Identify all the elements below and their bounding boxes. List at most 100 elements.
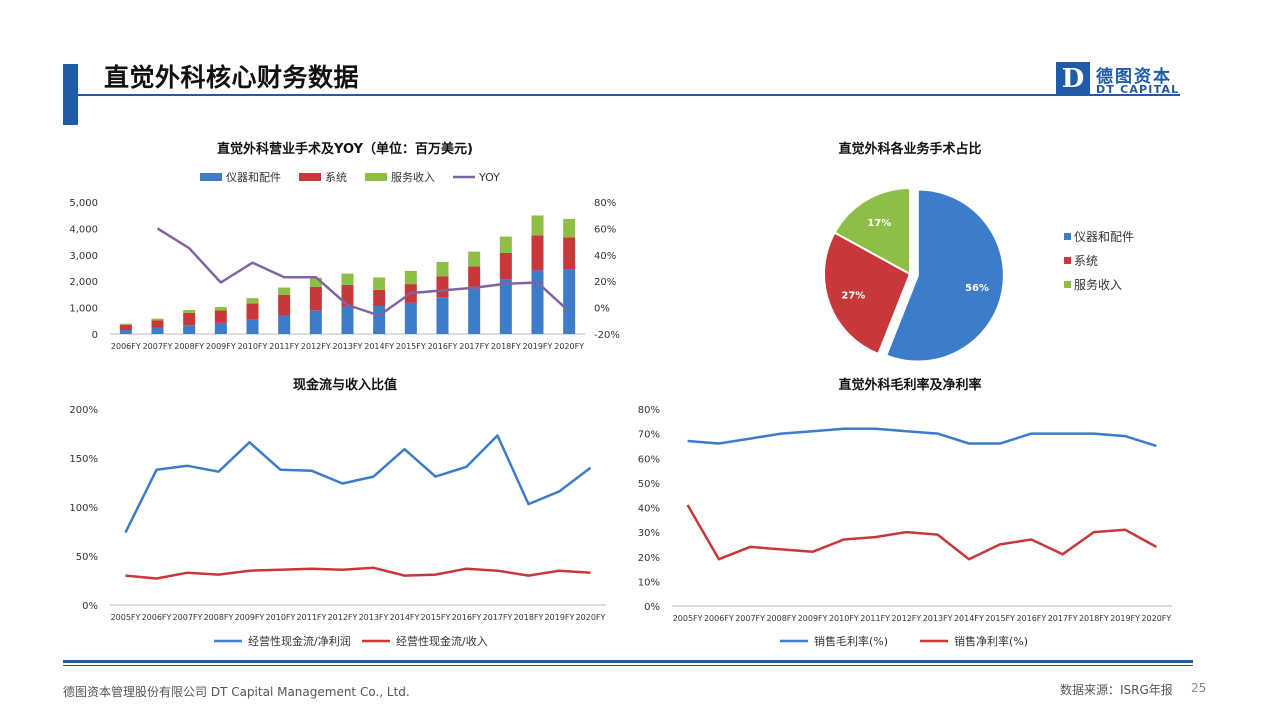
- bar-0: [499, 279, 512, 334]
- x-tick-label: 2016FY: [428, 342, 458, 351]
- x-tick-label: 2017FY: [459, 342, 489, 351]
- series-line-1: [125, 566, 591, 580]
- y2-tick-label: 0%: [594, 304, 610, 315]
- chart2-title: 直觉外科各业务手术占比: [838, 142, 982, 157]
- bar-1: [151, 320, 164, 328]
- y-tick-label: 5,000: [69, 198, 98, 209]
- x-tick-label: 2018FY: [491, 342, 521, 351]
- x-tick-label: 2011FY: [297, 613, 327, 622]
- x-tick-label: 2016FY: [1016, 614, 1046, 623]
- bar-2: [436, 261, 449, 277]
- bar-2: [119, 323, 132, 325]
- series-line-0: [124, 434, 592, 534]
- chart1-title: 直觉外科营业手术及YOY（单位：百万美元): [217, 142, 473, 157]
- bar-1: [531, 235, 544, 271]
- x-tick-label: 2008FY: [204, 613, 234, 622]
- logo-rule: [1040, 94, 1180, 96]
- y2-tick-label: 40%: [594, 251, 616, 262]
- pie-slice-2: [833, 186, 911, 276]
- bar-0: [531, 270, 544, 334]
- x-tick-label: 2017FY: [483, 613, 513, 622]
- x-tick-label: 2012FY: [328, 613, 358, 622]
- x-tick-label: 2018FY: [1079, 614, 1109, 623]
- legend-label-1: 销售净利率(%): [954, 634, 1028, 648]
- bar-1: [499, 252, 512, 280]
- x-tick-label: 2014FY: [390, 613, 420, 622]
- x-tick-label: 2007FY: [143, 342, 173, 351]
- bar-2: [563, 218, 576, 238]
- legend-swatch-0: [1064, 233, 1071, 240]
- legend-label-2: 服务收入: [391, 170, 435, 184]
- bar-1: [563, 237, 576, 270]
- x-tick-label: 2012FY: [301, 342, 331, 351]
- y-tick-label: 40%: [638, 504, 660, 515]
- legend-label-yoy: YOY: [478, 171, 500, 184]
- bar-1: [246, 303, 259, 320]
- x-tick-label: 2006FY: [142, 613, 172, 622]
- y-tick-label: 150%: [69, 454, 98, 465]
- y-tick-label: 2,000: [69, 277, 98, 288]
- y-tick-label: 20%: [638, 553, 660, 564]
- legend-label-1: 系统: [325, 171, 347, 184]
- bar-1: [468, 266, 481, 289]
- y-tick-label: 50%: [76, 552, 98, 563]
- pie-label-2: 17%: [867, 218, 891, 229]
- y-tick-label: 0: [92, 330, 98, 341]
- legend-label-0: 仪器和配件: [1074, 230, 1134, 244]
- x-tick-label: 2020FY: [1141, 614, 1171, 623]
- bar-chart-revenue: 仪器和配件 系统 服务收入 YOY 5,000 4,000 3,000 2,000 1,000 0…: [69, 170, 619, 351]
- x-tick-label: 2014FY: [954, 614, 984, 623]
- series-line-0: [687, 427, 1157, 448]
- legend-swatch-2: [365, 173, 387, 181]
- bar-0: [151, 327, 164, 334]
- x-tick-label: 2010FY: [829, 614, 859, 623]
- footer-company: 德图资本管理股份有限公司 DT Capital Management Co., …: [63, 685, 410, 699]
- y-tick-label: 200%: [69, 405, 98, 416]
- y-tick-label: 10%: [638, 577, 660, 588]
- bar-0: [341, 306, 354, 334]
- x-tick-label: 2016FY: [452, 613, 482, 622]
- bar-2: [531, 215, 544, 236]
- bar-2: [151, 318, 164, 321]
- legend-swatch-0: [200, 173, 222, 181]
- x-tick-label: 2009FY: [798, 614, 828, 623]
- logo: D 德图资本 DT CAPITAL: [1056, 62, 1180, 98]
- x-tick-label: 2007FY: [173, 613, 203, 622]
- footer-rule: [63, 660, 1193, 663]
- logo-text-en: DT CAPITAL: [1096, 83, 1180, 96]
- y2-tick-label: 20%: [594, 277, 616, 288]
- bar-1: [373, 289, 386, 307]
- y-tick-label: 4,000: [69, 224, 98, 235]
- x-tick-label: 2006FY: [704, 614, 734, 623]
- y-tick-label: 60%: [638, 454, 660, 465]
- x-tick-label: 2013FY: [333, 342, 363, 351]
- line-chart-cashflow: 200% 150% 100% 50% 0% 2005FY 2006FY 2007FY 2008F…: [69, 405, 606, 648]
- series-line-1: [686, 504, 1158, 561]
- x-tick-label: 2017FY: [1048, 614, 1078, 623]
- bar-0: [563, 269, 576, 334]
- bar-0: [309, 310, 322, 334]
- x-tick-label: 2006FY: [111, 342, 141, 351]
- x-tick-label: 2020FY: [554, 342, 584, 351]
- yoy-line: [156, 227, 571, 317]
- y2-tick-label: 60%: [594, 224, 616, 235]
- y-tick-label: 0%: [644, 602, 660, 613]
- logo-icon: D: [1056, 62, 1090, 96]
- x-tick-label: 2011FY: [860, 614, 890, 623]
- x-tick-label: 2013FY: [923, 614, 953, 623]
- bar-0: [214, 322, 227, 334]
- x-tick-label: 2010FY: [266, 613, 296, 622]
- bar-2: [341, 273, 354, 285]
- x-tick-label: 2019FY: [523, 342, 553, 351]
- bar-1: [183, 312, 196, 326]
- bar-2: [468, 251, 481, 267]
- bar-0: [246, 319, 259, 334]
- legend-label-1: 经营性现金流/收入: [396, 634, 488, 648]
- legend-label-0: 经营性现金流/净利润: [248, 634, 351, 648]
- y-tick-label: 50%: [638, 479, 660, 490]
- x-tick-label: 2010FY: [238, 342, 268, 351]
- x-tick-label: 2013FY: [359, 613, 389, 622]
- x-tick-label: 2012FY: [891, 614, 921, 623]
- footer-rule-thin: [63, 665, 1193, 666]
